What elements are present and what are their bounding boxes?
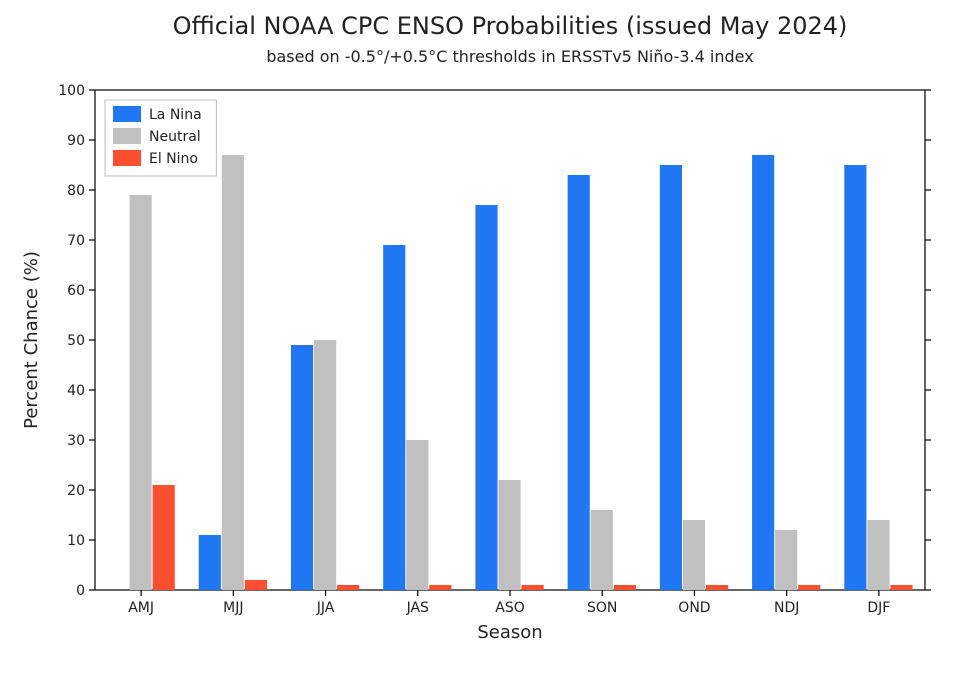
bar-la-nina xyxy=(199,535,221,590)
y-tick-label: 60 xyxy=(67,283,85,299)
bar-neutral xyxy=(867,520,889,590)
y-tick-label: 80 xyxy=(67,183,85,199)
bar-la-nina xyxy=(752,155,774,590)
bar-la-nina xyxy=(660,165,682,590)
bar-la-nina xyxy=(568,175,590,590)
x-tick-label: JAS xyxy=(406,600,429,616)
bar-el-nino xyxy=(706,585,728,590)
y-tick-label: 10 xyxy=(67,533,85,549)
y-tick-label: 70 xyxy=(67,233,85,249)
legend-label: El Nino xyxy=(149,151,198,167)
x-tick-label: SON xyxy=(587,600,617,616)
legend-label: Neutral xyxy=(149,129,201,145)
x-tick-label: NDJ xyxy=(774,600,799,616)
y-tick-label: 20 xyxy=(67,483,85,499)
bar-el-nino xyxy=(522,585,544,590)
bar-neutral xyxy=(591,510,613,590)
bar-neutral xyxy=(498,480,520,590)
legend-swatch xyxy=(113,128,141,144)
x-tick-label: ASO xyxy=(495,600,524,616)
y-tick-label: 40 xyxy=(67,383,85,399)
x-tick-label: DJF xyxy=(867,600,890,616)
bar-la-nina xyxy=(475,205,497,590)
chart-title: Official NOAA CPC ENSO Probabilities (is… xyxy=(173,12,848,40)
enso-probability-chart: Official NOAA CPC ENSO Probabilities (is… xyxy=(0,0,964,678)
x-tick-label: AMJ xyxy=(128,600,154,616)
bar-el-nino xyxy=(245,580,267,590)
bar-la-nina xyxy=(291,345,313,590)
y-tick-label: 50 xyxy=(67,333,85,349)
y-tick-label: 30 xyxy=(67,433,85,449)
bar-el-nino xyxy=(337,585,359,590)
chart-container: { "chart": { "type": "bar", "title": "Of… xyxy=(0,0,964,678)
chart-subtitle: based on -0.5°/+0.5°C thresholds in ERSS… xyxy=(266,47,753,66)
bar-neutral xyxy=(775,530,797,590)
bar-neutral xyxy=(130,195,152,590)
x-tick-label: OND xyxy=(678,600,710,616)
bar-la-nina xyxy=(844,165,866,590)
y-tick-label: 100 xyxy=(58,83,85,99)
bar-el-nino xyxy=(798,585,820,590)
y-tick-label: 0 xyxy=(76,583,85,599)
bar-neutral xyxy=(314,340,336,590)
bar-neutral xyxy=(222,155,244,590)
y-axis-label: Percent Chance (%) xyxy=(21,251,42,429)
bar-la-nina xyxy=(383,245,405,590)
legend-swatch xyxy=(113,150,141,166)
x-tick-label: MJJ xyxy=(223,600,243,616)
bar-neutral xyxy=(406,440,428,590)
bar-el-nino xyxy=(890,585,912,590)
bar-el-nino xyxy=(153,485,175,590)
bar-el-nino xyxy=(614,585,636,590)
legend-swatch xyxy=(113,106,141,122)
bar-neutral xyxy=(683,520,705,590)
bar-el-nino xyxy=(429,585,451,590)
legend-label: La Nina xyxy=(149,107,202,123)
x-axis-label: Season xyxy=(477,622,542,643)
x-tick-label: JJA xyxy=(316,600,335,616)
y-tick-label: 90 xyxy=(67,133,85,149)
